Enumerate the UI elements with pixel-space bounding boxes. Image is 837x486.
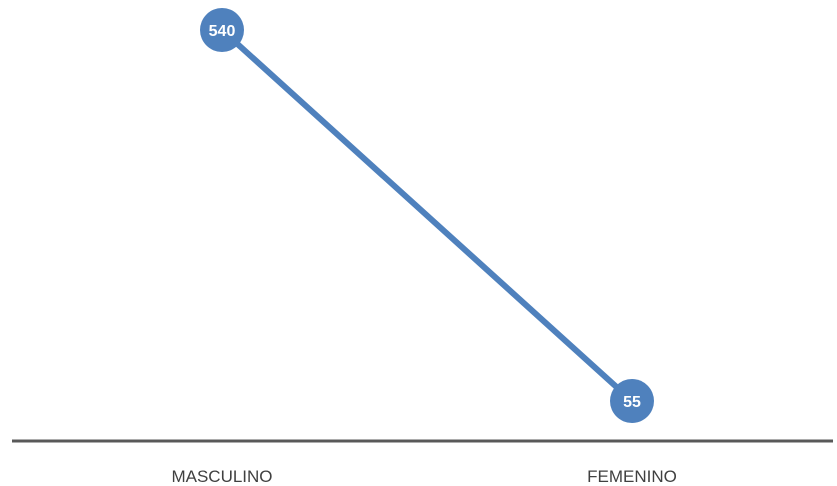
data-label: 55: [623, 394, 641, 411]
category-label: MASCULINO: [171, 467, 272, 486]
category-label: FEMENINO: [587, 467, 677, 486]
data-point: [610, 379, 654, 423]
series-layer: 540 55: [200, 8, 654, 423]
data-point: [200, 8, 244, 52]
data-label: 540: [209, 23, 236, 40]
category-labels: MASCULINO FEMENINO: [171, 467, 676, 486]
series-line: [219, 27, 635, 404]
